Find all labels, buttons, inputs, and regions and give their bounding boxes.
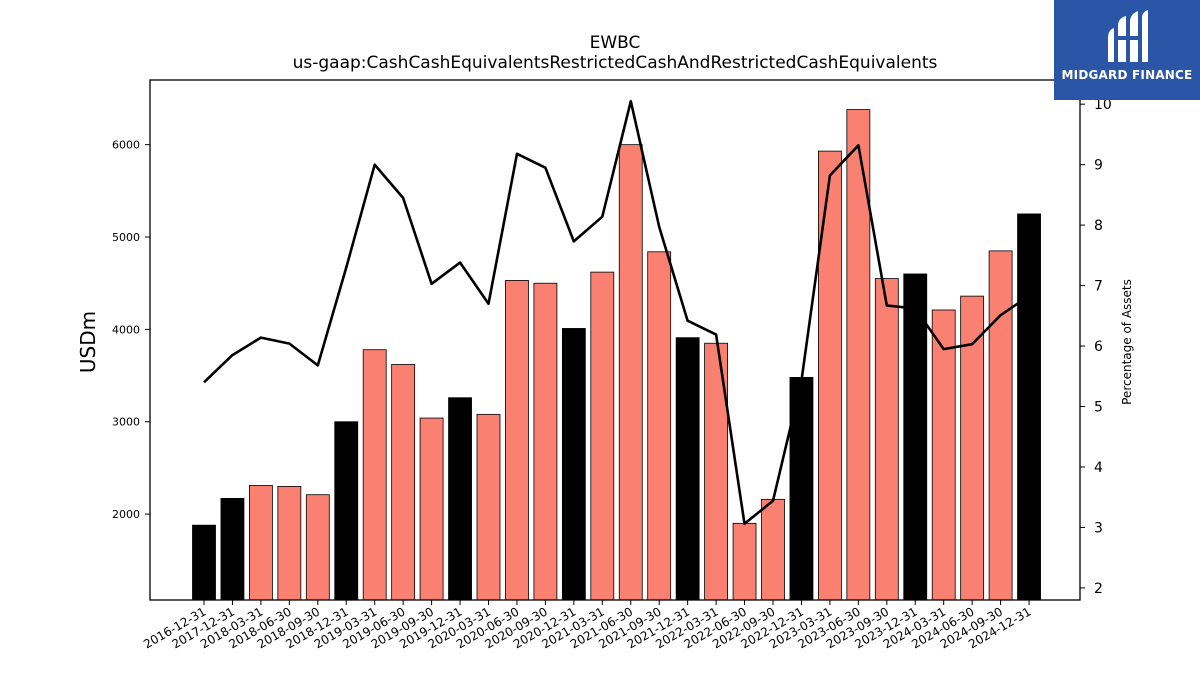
bar-2024-03-31	[931, 309, 956, 601]
bar-2023-03-31	[818, 150, 842, 601]
y-tick-label: 6000	[112, 139, 140, 152]
bar-2024-09-30	[988, 250, 1013, 601]
y2-tick-label: 9	[1094, 158, 1103, 174]
y-tick-label: 3000	[112, 416, 140, 429]
bar-2021-09-30	[647, 251, 672, 601]
bar-2022-09-30	[761, 498, 785, 601]
bar-2019-06-30	[391, 364, 416, 601]
bar-2018-12-31	[334, 421, 359, 601]
pct-of-assets-line	[203, 99, 1030, 526]
bar-2023-12-31	[903, 273, 928, 601]
bar-2020-06-30	[505, 280, 529, 601]
y-axis-label: USDm	[76, 311, 100, 373]
bar-2019-09-30	[419, 417, 444, 601]
bar-2024-12-31	[1017, 213, 1041, 601]
bar-2022-06-30	[732, 522, 757, 601]
midgard-finance-logo: MIDGARD FINANCE	[1054, 0, 1200, 100]
bar-2021-06-30	[618, 144, 643, 601]
y2-tick-label: 5	[1094, 400, 1103, 416]
y-tick-label: 5000	[112, 231, 140, 244]
y-axis-left: 2000 3000 4000 5000 6000	[112, 139, 150, 521]
bar-2020-03-31	[476, 413, 501, 601]
bar-2016-12-31	[192, 524, 216, 601]
bar-2020-09-30	[533, 282, 558, 601]
bar-2020-12-31	[561, 328, 586, 601]
bar-2021-03-31	[590, 271, 615, 601]
bar-2017-12-31	[220, 498, 245, 601]
y2-tick-label: 10	[1094, 97, 1112, 113]
bar-2023-09-30	[874, 278, 899, 601]
bar-2021-12-31	[675, 337, 700, 601]
plot-frame	[149, 79, 1081, 601]
y2-tick-label: 7	[1094, 279, 1103, 295]
bar-2018-09-30	[305, 494, 330, 601]
y2-axis-label: Percentage of Assets	[1120, 279, 1134, 405]
x-axis: 2016-12-312017-12-312018-03-312018-06-30…	[141, 600, 1034, 651]
bar-2018-06-30	[277, 485, 302, 601]
bar-2019-03-31	[362, 349, 387, 601]
midgard-logo-icon	[1108, 10, 1148, 62]
pct-line-layer	[203, 99, 1030, 526]
y2-tick-label: 3	[1094, 520, 1103, 536]
bar-2019-12-31	[448, 397, 472, 601]
bar-2024-06-30	[960, 295, 985, 601]
y2-tick-label: 4	[1094, 460, 1103, 476]
y2-tick-label: 2	[1094, 581, 1103, 597]
chart-subtitle: us-gaap:CashCashEquivalentsRestrictedCas…	[293, 53, 938, 73]
y2-tick-label: 6	[1094, 339, 1103, 355]
y-tick-label: 4000	[112, 323, 140, 336]
bar-2018-03-31	[248, 485, 273, 601]
logo-text: MIDGARD FINANCE	[1061, 68, 1193, 82]
bars	[192, 109, 1041, 601]
chart-title: EWBC	[590, 33, 641, 53]
y-axis-right: 2 3 4 5 6 7 8 9 10	[1080, 97, 1112, 597]
y2-tick-label: 8	[1094, 218, 1103, 234]
y-tick-label: 2000	[112, 508, 140, 521]
